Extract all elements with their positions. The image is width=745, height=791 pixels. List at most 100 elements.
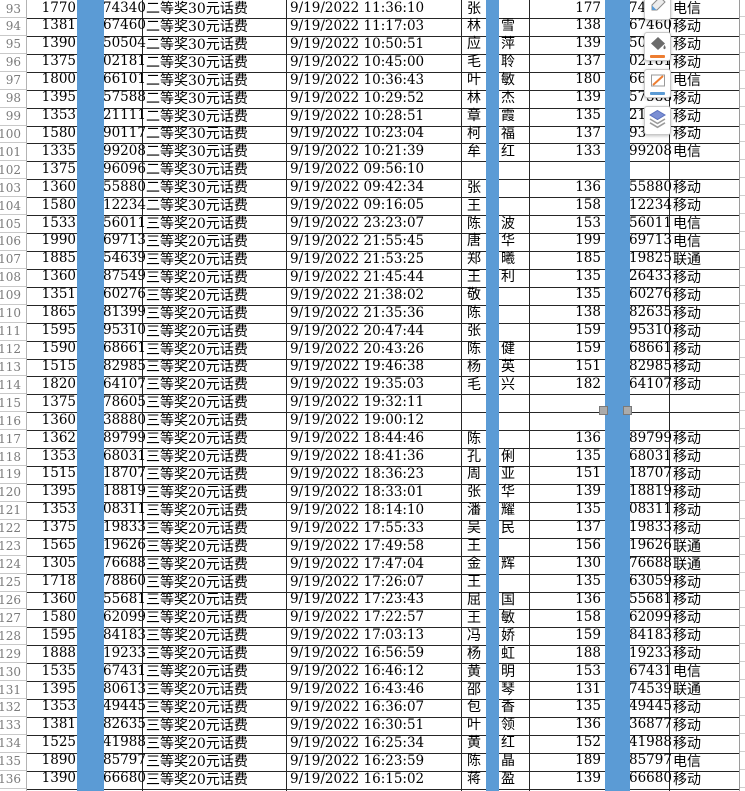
cell-phone2[interactable]: 136 89799 — [530, 428, 672, 450]
cell-carrier[interactable]: 移动 — [670, 177, 740, 199]
redaction-bar-name[interactable] — [486, 0, 499, 791]
cell-timestamp[interactable]: 9/19/2022 21:55:45 — [287, 230, 462, 252]
cell-timestamp[interactable]: 9/19/2022 19:46:38 — [287, 356, 462, 378]
row-header[interactable]: 130 — [0, 661, 27, 683]
cell-timestamp[interactable]: 9/19/2022 21:35:36 — [287, 302, 462, 324]
cell-phone2[interactable]: 151 18707 — [530, 463, 672, 485]
row-header[interactable]: 136 — [0, 768, 27, 790]
cell-timestamp[interactable]: 9/19/2022 21:38:02 — [287, 284, 462, 306]
cell-phone2[interactable]: 136 55880 — [530, 177, 672, 199]
row-header[interactable]: 97 — [0, 69, 27, 91]
cell-phone[interactable]: 1595 84183 — [27, 625, 146, 647]
cell-carrier[interactable]: 移动 — [670, 123, 740, 145]
cell-phone[interactable] — [27, 786, 143, 791]
cell-timestamp[interactable]: 9/19/2022 23:23:07 — [287, 213, 462, 235]
empty-cell[interactable] — [740, 159, 745, 180]
cell-timestamp[interactable]: 9/19/2022 19:32:11 — [287, 392, 462, 414]
empty-cell[interactable] — [740, 88, 745, 109]
row-header[interactable]: 103 — [0, 177, 27, 199]
cell-prize[interactable]: 三等奖20元话费 — [143, 714, 287, 736]
cell-timestamp[interactable]: 9/19/2022 10:28:51 — [287, 105, 462, 127]
layers-button[interactable] — [644, 106, 671, 135]
cell-carrier[interactable]: 联通 — [670, 679, 740, 701]
cell-prize[interactable]: 三等奖20元话费 — [143, 661, 287, 683]
cell-carrier[interactable]: 移动 — [670, 589, 740, 611]
cell-name[interactable]: 包香 — [462, 696, 530, 718]
cell-prize[interactable]: 三等奖20元话费 — [143, 643, 287, 665]
cell-phone2[interactable]: 137 19833 — [530, 517, 672, 539]
cell-prize[interactable]: 三等奖20元话费 — [143, 571, 287, 593]
outline-color-button[interactable] — [644, 69, 671, 98]
cell-phone[interactable]: 1770 74340 — [27, 0, 146, 19]
empty-cell[interactable] — [740, 536, 745, 557]
row-header[interactable]: 108 — [0, 266, 27, 288]
row-header[interactable]: 107 — [0, 248, 27, 270]
cell-name[interactable]: 孔俐 — [462, 446, 530, 468]
empty-cell[interactable] — [740, 428, 745, 449]
cell-prize[interactable]: 三等奖20元话费 — [143, 428, 287, 450]
row-header[interactable]: 117 — [0, 428, 27, 450]
cell-prize[interactable]: 二等奖30元话费 — [143, 51, 287, 73]
row-header[interactable]: 95 — [0, 33, 27, 55]
cell-prize[interactable]: 三等奖20元话费 — [143, 768, 287, 790]
cell-prize[interactable]: 三等奖20元话费 — [143, 338, 287, 360]
cell-prize[interactable]: 二等奖30元话费 — [143, 33, 287, 55]
cell-carrier[interactable]: 移动 — [670, 320, 740, 342]
empty-cell[interactable] — [740, 482, 745, 503]
cell-timestamp[interactable]: 9/19/2022 17:47:04 — [287, 553, 462, 575]
cell-phone2[interactable]: 188 19233 — [530, 643, 672, 665]
cell-phone2[interactable]: 158 12234 — [530, 195, 672, 217]
cell-carrier[interactable]: 电信 — [670, 141, 740, 163]
cell-timestamp[interactable]: 9/19/2022 10:29:52 — [287, 87, 462, 109]
empty-cell[interactable] — [740, 554, 745, 575]
cell-timestamp[interactable]: 9/19/2022 17:49:58 — [287, 535, 462, 557]
cell-phone[interactable]: 1800 66101 — [27, 69, 146, 91]
cell-phone2[interactable]: 159 84183 — [530, 625, 672, 647]
cell-carrier[interactable]: 移动 — [670, 732, 740, 754]
cell-phone2[interactable]: 136 36877 — [530, 714, 672, 736]
cell-phone[interactable]: 1890 85797 — [27, 750, 146, 772]
empty-cell[interactable] — [740, 410, 745, 431]
cell-timestamp[interactable]: 9/19/2022 20:47:44 — [287, 320, 462, 342]
cell-carrier[interactable]: 移动 — [670, 481, 740, 503]
empty-cell[interactable] — [740, 52, 745, 73]
cell-phone2[interactable] — [530, 159, 670, 181]
row-header[interactable]: 104 — [0, 195, 27, 217]
row-header[interactable]: 94 — [0, 15, 27, 37]
resize-handle-middle-right[interactable] — [623, 406, 632, 415]
empty-cell[interactable] — [740, 34, 745, 55]
cell-prize[interactable]: 二等奖30元话费 — [143, 105, 287, 127]
cell-prize[interactable]: 三等奖20元话费 — [143, 607, 287, 629]
cell-phone[interactable]: 1362 89799 — [27, 428, 146, 450]
empty-cell[interactable] — [740, 787, 745, 791]
empty-cell[interactable] — [740, 249, 745, 270]
cell-prize[interactable]: 三等奖20元话费 — [143, 499, 287, 521]
cell-carrier[interactable]: 移动 — [670, 428, 740, 450]
row-header[interactable]: 127 — [0, 607, 27, 629]
cell-phone2[interactable]: 135 26433 — [530, 266, 672, 288]
cell-prize[interactable]: 三等奖20元话费 — [143, 213, 287, 235]
cell-timestamp[interactable]: 9/19/2022 18:36:23 — [287, 463, 462, 485]
row-header[interactable]: 129 — [0, 643, 27, 665]
cell-timestamp[interactable] — [287, 786, 462, 791]
cell-phone2[interactable]: 139 66680 — [530, 768, 672, 790]
cell-prize[interactable]: 三等奖20元话费 — [143, 679, 287, 701]
cell-timestamp[interactable]: 9/19/2022 18:14:10 — [287, 499, 462, 521]
row-header[interactable]: 125 — [0, 571, 27, 593]
cell-prize[interactable]: 三等奖20元话费 — [143, 410, 287, 432]
empty-cell[interactable] — [740, 625, 745, 646]
cell-phone2[interactable]: 135 49445 — [530, 696, 672, 718]
cell-carrier[interactable]: 移动 — [670, 607, 740, 629]
empty-cell[interactable] — [740, 213, 745, 234]
empty-cell[interactable] — [740, 518, 745, 539]
row-header[interactable] — [0, 786, 27, 791]
cell-prize[interactable]: 三等奖20元话费 — [143, 230, 287, 252]
cell-carrier[interactable]: 移动 — [670, 696, 740, 718]
cell-phone2[interactable]: 159 68661 — [530, 338, 672, 360]
cell-carrier[interactable]: 移动 — [670, 15, 740, 37]
cell-carrier[interactable]: 电信 — [670, 750, 740, 772]
empty-cell[interactable] — [740, 500, 745, 521]
cell-prize[interactable]: 三等奖20元话费 — [143, 392, 287, 414]
empty-cell[interactable] — [740, 697, 745, 718]
cell-phone2[interactable] — [530, 786, 670, 791]
